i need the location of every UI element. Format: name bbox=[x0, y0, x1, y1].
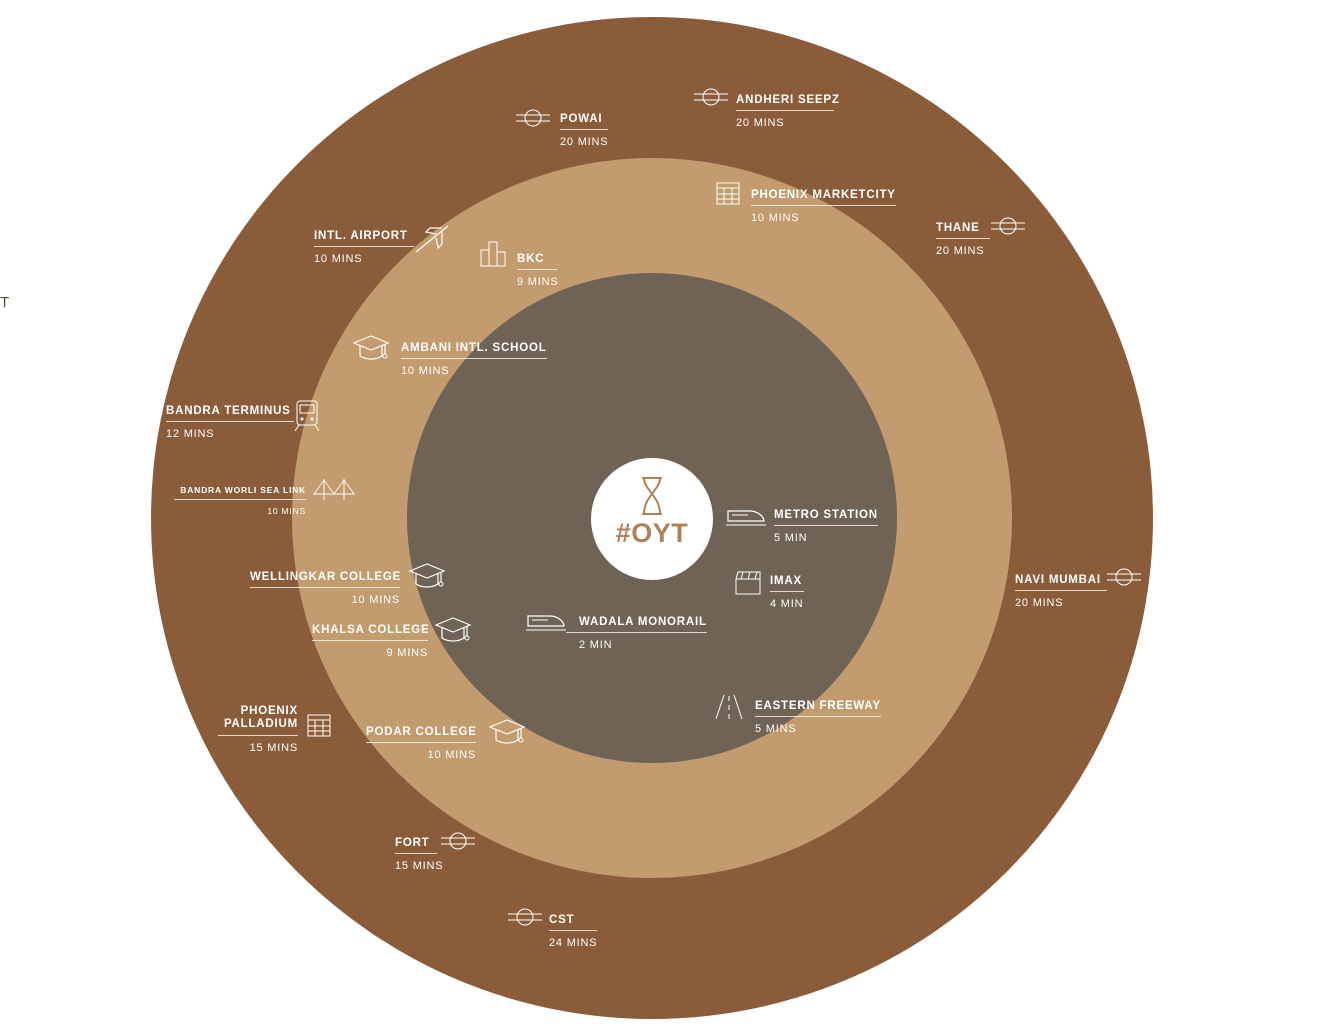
graduation-cap-icon bbox=[434, 617, 472, 642]
location-time: 9 MINS bbox=[517, 276, 559, 288]
location-time: 20 MINS bbox=[1015, 597, 1064, 609]
metro-roundel-icon bbox=[508, 908, 542, 926]
location-time: 5 MINS bbox=[755, 723, 797, 735]
location-name: NAVI MUMBAI bbox=[1015, 574, 1107, 591]
location-name: PHOENIX PALLADIUM bbox=[218, 705, 298, 736]
train-icon bbox=[294, 400, 320, 432]
location-name: WELLINGKAR COLLEGE bbox=[250, 571, 400, 588]
location-imax: IMAX 4 MIN bbox=[770, 571, 804, 610]
location-andheri-seepz: ANDHERI SEEPZ 20 MINS bbox=[736, 90, 839, 129]
location-wellingkar-college: WELLINGKAR COLLEGE 10 MINS bbox=[250, 567, 400, 606]
location-name: ANDHERI SEEPZ bbox=[736, 94, 839, 111]
location-name: BKC bbox=[517, 253, 557, 270]
bullet-train-icon bbox=[526, 615, 566, 631]
location-time: 10 MINS bbox=[751, 212, 800, 224]
metro-roundel-icon bbox=[991, 217, 1025, 235]
location-wadala-monorail: WADALA MONORAIL 2 MIN bbox=[566, 612, 707, 651]
bridge-icon bbox=[313, 479, 355, 500]
graduation-cap-icon bbox=[352, 335, 390, 360]
location-time: 4 MIN bbox=[770, 598, 804, 610]
metro-roundel-icon bbox=[1107, 568, 1141, 586]
location-name: BANDRA TERMINUS bbox=[166, 405, 294, 422]
location-name: THANE bbox=[936, 222, 990, 239]
location-podar-college: PODAR COLLEGE 10 MINS bbox=[366, 722, 476, 761]
location-time: 10 MINS bbox=[314, 253, 363, 265]
location-name: FORT bbox=[395, 837, 437, 854]
location-time: 20 MINS bbox=[736, 117, 785, 129]
location-time: 2 MIN bbox=[579, 639, 613, 651]
location-thane: THANE 20 MINS bbox=[936, 218, 990, 257]
location-name: BANDRA WORLI SEA LINK bbox=[174, 485, 306, 500]
graduation-cap-icon bbox=[408, 563, 446, 588]
airplane-icon bbox=[415, 225, 449, 253]
location-name: PODAR COLLEGE bbox=[366, 726, 476, 743]
location-powai: POWAI 20 MINS bbox=[560, 109, 608, 148]
location-name: PHOENIX MARKETCITY bbox=[751, 189, 896, 206]
location-time: 20 MINS bbox=[936, 245, 985, 257]
location-time: 24 MINS bbox=[549, 937, 598, 949]
location-name: CST bbox=[549, 914, 597, 931]
metro-roundel-icon bbox=[441, 832, 475, 850]
location-fort: FORT 15 MINS bbox=[395, 833, 443, 872]
location-name: INTL. AIRPORT bbox=[314, 230, 414, 247]
location-name: KHALSA COLLEGE bbox=[312, 624, 429, 641]
bullet-train-icon bbox=[726, 510, 766, 526]
clapperboard-icon bbox=[735, 571, 761, 595]
location-ambani-intl-school: AMBANI INTL. SCHOOL 10 MINS bbox=[401, 338, 547, 377]
oyt-logo-text: #OYT bbox=[615, 518, 689, 548]
location-name: METRO STATION bbox=[774, 509, 878, 526]
metro-roundel-icon bbox=[694, 88, 728, 106]
location-time: 9 MINS bbox=[386, 647, 428, 659]
location-phoenix-marketcity: PHOENIX MARKETCITY 10 MINS bbox=[751, 185, 896, 224]
location-time: 20 MINS bbox=[560, 136, 609, 148]
oyt-logo: #OYT bbox=[591, 458, 713, 580]
location-time: 5 MIN bbox=[774, 532, 808, 544]
location-navi-mumbai: NAVI MUMBAI 20 MINS bbox=[1015, 570, 1107, 609]
location-bandra-terminus: BANDRA TERMINUS 12 MINS bbox=[166, 401, 294, 440]
location-name: AMBANI INTL. SCHOOL bbox=[401, 342, 547, 359]
location-time: 10 MINS bbox=[401, 365, 450, 377]
location-cst: CST 24 MINS bbox=[549, 910, 597, 949]
road-icon bbox=[715, 694, 743, 720]
location-time: 10 MINS bbox=[351, 594, 400, 606]
location-name: IMAX bbox=[770, 575, 804, 592]
hourglass-icon bbox=[642, 477, 662, 515]
location-metro-station: METRO STATION 5 MIN bbox=[774, 505, 878, 544]
location-time: 10 MINS bbox=[267, 506, 306, 516]
city-icon bbox=[480, 241, 506, 267]
metro-roundel-icon bbox=[516, 109, 550, 127]
location-khalsa-college: KHALSA COLLEGE 9 MINS bbox=[312, 620, 429, 659]
location-time: 12 MINS bbox=[166, 428, 215, 440]
edge-text: T bbox=[0, 294, 10, 311]
building-icon bbox=[716, 182, 740, 205]
location-name: EASTERN FREEWAY bbox=[755, 700, 881, 717]
building-icon bbox=[307, 714, 331, 737]
location-time: 15 MINS bbox=[395, 860, 444, 872]
location-time: 10 MINS bbox=[427, 749, 476, 761]
location-intl-airport: INTL. AIRPORT 10 MINS bbox=[314, 226, 414, 265]
location-name: POWAI bbox=[560, 113, 608, 130]
location-phoenix-palladium: PHOENIX PALLADIUM 15 MINS bbox=[218, 705, 298, 754]
location-eastern-freeway: EASTERN FREEWAY 5 MINS bbox=[755, 696, 881, 735]
location-time: 15 MINS bbox=[249, 742, 298, 754]
location-name: WADALA MONORAIL bbox=[566, 616, 707, 633]
graduation-cap-icon bbox=[488, 719, 526, 744]
location-bkc: BKC 9 MINS bbox=[517, 249, 558, 288]
location-bandra-worli-sea-link: BANDRA WORLI SEA LINK 10 MINS bbox=[174, 480, 306, 516]
